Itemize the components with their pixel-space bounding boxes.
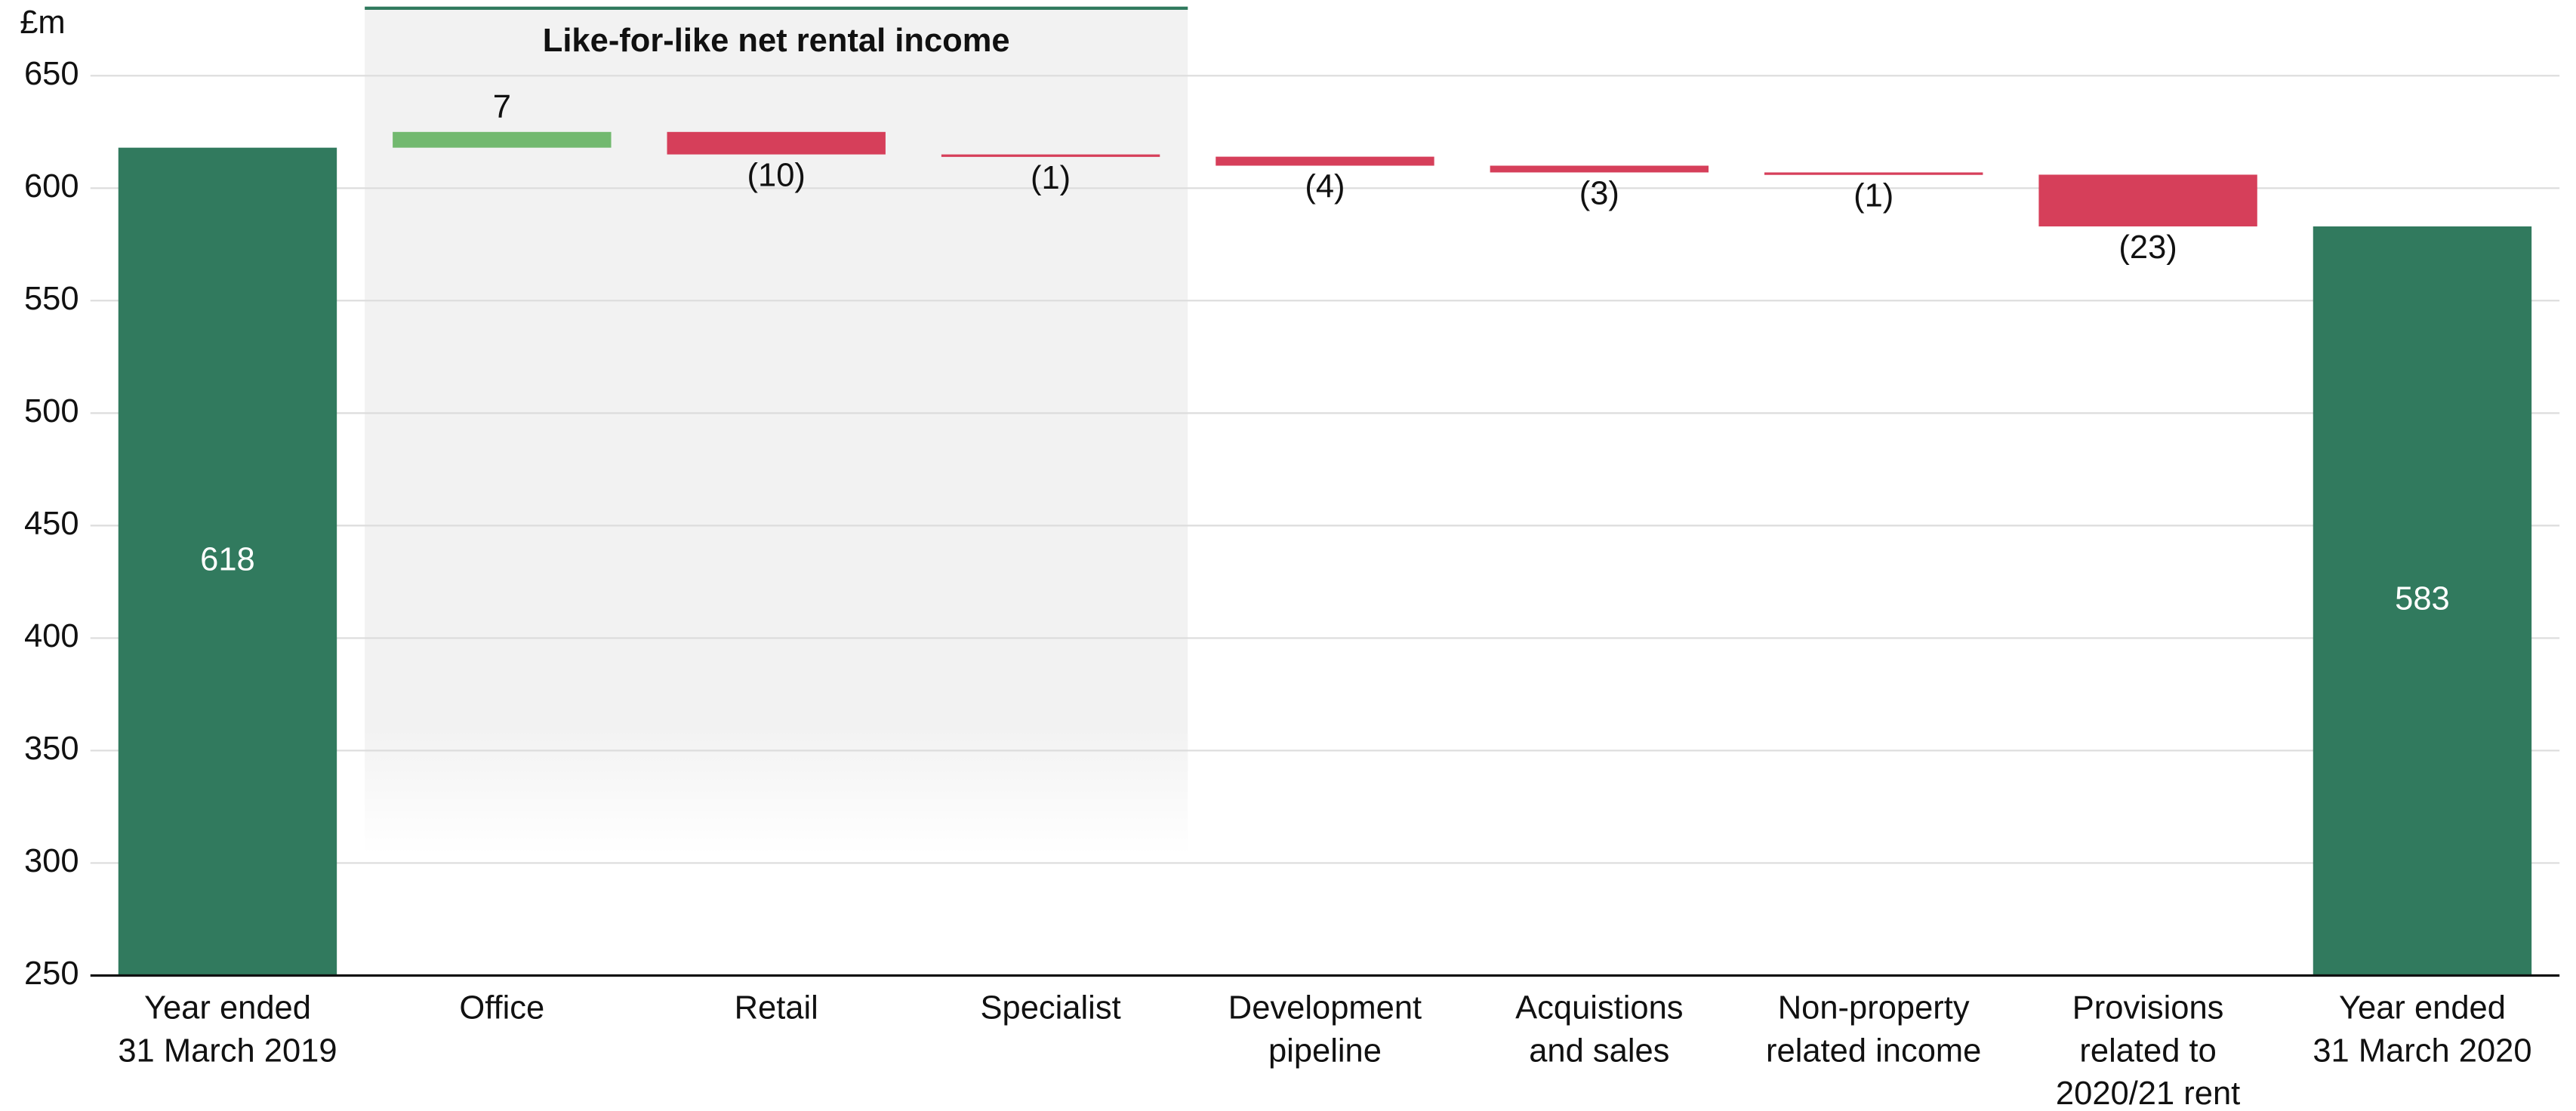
value-label: (1): [1853, 178, 1893, 214]
value-label: (3): [1579, 175, 1619, 211]
y-tick-label: 300: [24, 843, 79, 879]
x-tick-label: Acquistions: [1515, 990, 1683, 1026]
bar: [1216, 156, 1434, 166]
x-tick-label: 31 March 2019: [118, 1033, 337, 1069]
annotation-label: Like-for-like net rental income: [543, 23, 1010, 59]
y-tick-label: 650: [24, 56, 79, 92]
value-label: 7: [493, 89, 511, 125]
value-label: (1): [1031, 160, 1071, 196]
y-tick-label: 450: [24, 506, 79, 542]
x-tick-label: related income: [1766, 1033, 1981, 1069]
y-tick-label: 250: [24, 956, 79, 992]
y-axis-label: £m: [20, 5, 65, 41]
x-tick-label: Year ended: [2339, 990, 2506, 1026]
y-tick-label: 600: [24, 168, 79, 205]
y-tick-label: 350: [24, 731, 79, 767]
x-tick-label: and sales: [1529, 1033, 1669, 1069]
x-tick-label: Year ended: [144, 990, 311, 1026]
value-label: 583: [2395, 581, 2450, 617]
value-label: (10): [747, 158, 806, 194]
bar: [118, 147, 337, 976]
bar: [2313, 226, 2532, 976]
x-tick-label: Development: [1228, 990, 1422, 1026]
bar: [1490, 165, 1709, 173]
value-label: (4): [1305, 168, 1345, 205]
x-tick-label: related to: [2079, 1033, 2216, 1069]
value-label: 618: [200, 542, 255, 578]
bar: [393, 131, 612, 148]
bar: [941, 154, 1160, 157]
x-tick-label: Office: [459, 990, 544, 1026]
y-tick-label: 550: [24, 281, 79, 317]
x-tick-label: Specialist: [980, 990, 1120, 1026]
bar: [667, 131, 886, 155]
x-tick-label: 2020/21 rent: [2056, 1076, 2240, 1111]
y-tick-label: 400: [24, 618, 79, 654]
x-tick-label: Provisions: [2072, 990, 2224, 1026]
bar: [2038, 174, 2257, 226]
x-tick-label: pipeline: [1268, 1033, 1382, 1069]
bar: [1764, 172, 1983, 175]
y-tick-label: 500: [24, 393, 79, 429]
x-tick-label: 31 March 2020: [2313, 1033, 2531, 1069]
x-tick-label: Retail: [735, 990, 818, 1026]
x-tick-label: Non-property: [1778, 990, 1970, 1026]
value-label: (23): [2118, 229, 2177, 266]
